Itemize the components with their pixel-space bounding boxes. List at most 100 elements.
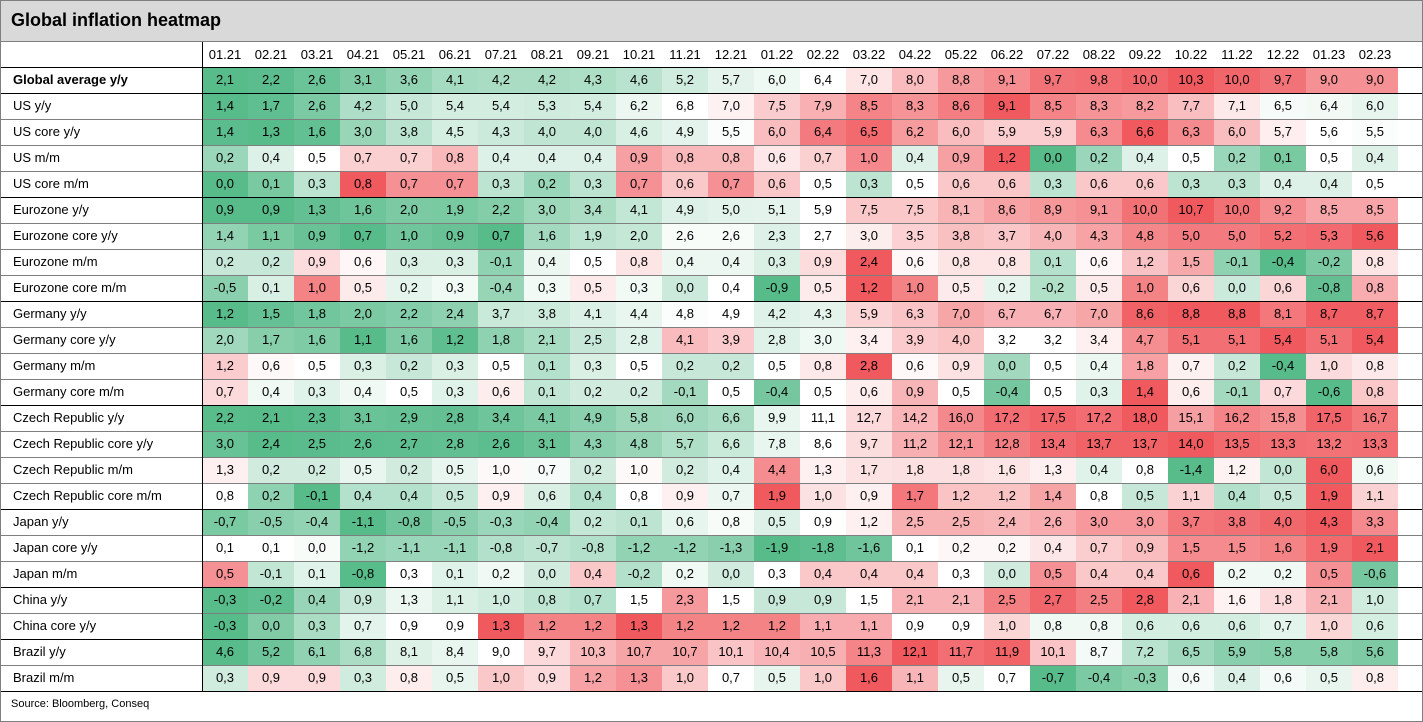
heatmap-cell: 2,1 xyxy=(524,327,570,353)
heatmap-cell: 6,0 xyxy=(1352,93,1398,119)
heatmap-cell: 0,3 xyxy=(386,249,432,275)
heatmap-cell: 0,1 xyxy=(1260,145,1306,171)
heatmap-cell: 3,0 xyxy=(524,197,570,223)
row-label: Eurozone core y/y xyxy=(13,228,118,243)
heatmap-cell: 0,6 xyxy=(1122,613,1168,639)
heatmap-cell: -0,3 xyxy=(1122,665,1168,691)
heatmap-cell: 2,7 xyxy=(1030,587,1076,613)
heatmap-cell: 0,9 xyxy=(340,587,386,613)
heatmap-cell: 9,9 xyxy=(754,405,800,431)
heatmap-cell: 4,2 xyxy=(478,67,524,93)
heatmap-cell: 5,8 xyxy=(1260,639,1306,665)
heatmap-cell: 11,9 xyxy=(984,639,1030,665)
heatmap-cell: 2,4 xyxy=(846,249,892,275)
heatmap-cell: -1,3 xyxy=(708,535,754,561)
heatmap-cell: 7,5 xyxy=(892,197,938,223)
heatmap-cell: -0,1 xyxy=(478,249,524,275)
heatmap-cell: 0,6 xyxy=(1076,249,1122,275)
heatmap-cell: 2,8 xyxy=(846,353,892,379)
heatmap-cell: 0,4 xyxy=(846,561,892,587)
heatmap-cell: 0,6 xyxy=(1168,379,1214,405)
heatmap-cell: 3,4 xyxy=(1076,327,1122,353)
heatmap-cell: 0,7 xyxy=(708,665,754,691)
heatmap-cell: 8,8 xyxy=(938,67,984,93)
heatmap-cell: 6,6 xyxy=(708,431,754,457)
heatmap-cell: -1,1 xyxy=(386,535,432,561)
row-divider xyxy=(1,535,1422,536)
heatmap-cell: 0,4 xyxy=(1076,457,1122,483)
heatmap-cell: 5,2 xyxy=(1260,223,1306,249)
heatmap-cell: 0,7 xyxy=(340,223,386,249)
heatmap-cell: 0,0 xyxy=(1030,145,1076,171)
column-header: 03.22 xyxy=(852,47,886,62)
heatmap-cell: 2,1 xyxy=(938,587,984,613)
heatmap-cell: 0,6 xyxy=(1260,665,1306,691)
heatmap-cell: 0,1 xyxy=(248,535,294,561)
heatmap-cell: 0,5 xyxy=(754,665,800,691)
heatmap-cell: 10,7 xyxy=(662,639,708,665)
heatmap-cell: 3,2 xyxy=(1030,327,1076,353)
heatmap-cell: 3,2 xyxy=(984,327,1030,353)
heatmap-cell: 5,1 xyxy=(1306,327,1352,353)
heatmap-cell: 1,3 xyxy=(248,119,294,145)
heatmap-cell: 0,4 xyxy=(892,561,938,587)
heatmap-cell: 1,0 xyxy=(616,457,662,483)
heatmap-cell: 0,5 xyxy=(432,457,478,483)
heatmap-cell: 3,6 xyxy=(386,67,432,93)
heatmap-cell: 0,2 xyxy=(662,353,708,379)
heatmap-cell: -0,4 xyxy=(1260,353,1306,379)
heatmap-cell: 3,1 xyxy=(340,67,386,93)
heatmap-cell: 8,6 xyxy=(938,93,984,119)
heatmap-cell: 0,2 xyxy=(708,353,754,379)
heatmap-cell: 0,0 xyxy=(524,561,570,587)
heatmap-cell: 0,5 xyxy=(202,561,248,587)
heatmap-cell: 0,7 xyxy=(570,587,616,613)
heatmap-cell: 17,2 xyxy=(984,405,1030,431)
column-header: 08.21 xyxy=(530,47,564,62)
heatmap-cell: 1,6 xyxy=(1260,535,1306,561)
heatmap-cell: 0,5 xyxy=(616,353,662,379)
heatmap-cell: 6,7 xyxy=(984,301,1030,327)
heatmap-cell: 1,9 xyxy=(754,483,800,509)
heatmap-cell: 6,6 xyxy=(708,405,754,431)
heatmap-cell: 0,5 xyxy=(800,171,846,197)
row-divider xyxy=(1,197,1422,198)
heatmap-cell: 0,9 xyxy=(892,613,938,639)
heatmap-cell: 0,1 xyxy=(616,509,662,535)
heatmap-cell: 18,0 xyxy=(1122,405,1168,431)
heatmap-cell: 3,0 xyxy=(340,119,386,145)
heatmap-cell: 1,6 xyxy=(294,119,340,145)
heatmap-cell: 2,2 xyxy=(248,67,294,93)
heatmap-cell: 0,7 xyxy=(708,171,754,197)
heatmap-cell: 7,0 xyxy=(846,67,892,93)
heatmap-cell: 0,4 xyxy=(524,145,570,171)
heatmap-cell: 0,3 xyxy=(1214,171,1260,197)
row-divider xyxy=(1,379,1422,380)
heatmap-cell: 0,8 xyxy=(616,249,662,275)
heatmap-cell: 4,2 xyxy=(754,301,800,327)
heatmap-cell: 0,3 xyxy=(294,613,340,639)
heatmap-cell: 6,3 xyxy=(1076,119,1122,145)
heatmap-cell: 0,3 xyxy=(754,249,800,275)
heatmap-cell: 0,5 xyxy=(1076,275,1122,301)
heatmap-cell: 2,1 xyxy=(202,67,248,93)
heatmap-cell: 6,8 xyxy=(340,639,386,665)
heatmap-cell: 2,5 xyxy=(892,509,938,535)
heatmap-cell: 3,1 xyxy=(340,405,386,431)
heatmap-cell: 0,6 xyxy=(1260,275,1306,301)
heatmap-cell: 0,5 xyxy=(432,665,478,691)
heatmap-cell: 1,2 xyxy=(708,613,754,639)
heatmap-cell: 9,8 xyxy=(1076,67,1122,93)
heatmap-cell: 0,0 xyxy=(708,561,754,587)
heatmap-cell: 0,7 xyxy=(984,665,1030,691)
heatmap-cell: -1,4 xyxy=(1168,457,1214,483)
heatmap-cell: 6,0 xyxy=(1306,457,1352,483)
heatmap-cell: 0,0 xyxy=(984,561,1030,587)
heatmap-cell: 2,1 xyxy=(248,405,294,431)
heatmap-cell: 1,3 xyxy=(386,587,432,613)
heatmap-cell: 1,0 xyxy=(662,665,708,691)
heatmap-cell: 0,6 xyxy=(478,379,524,405)
heatmap-cell: 1,3 xyxy=(616,665,662,691)
heatmap-cell: 10,3 xyxy=(570,639,616,665)
heatmap-cell: 1,9 xyxy=(570,223,616,249)
